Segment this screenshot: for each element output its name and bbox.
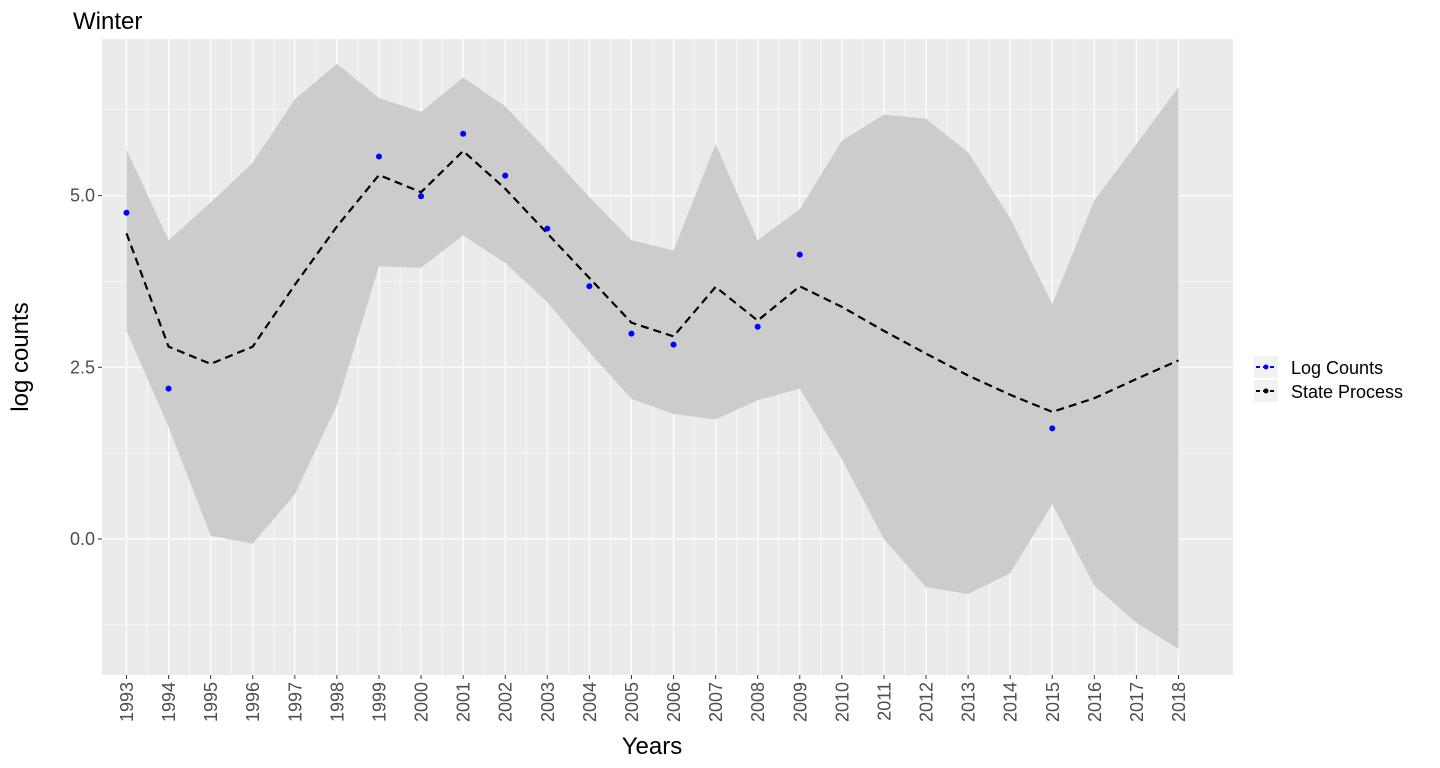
x-tick-label: 1999: [369, 682, 389, 722]
legend: Log Counts State Process: [1254, 356, 1403, 402]
log-count-point: [418, 193, 425, 200]
x-tick-label: 2000: [412, 682, 432, 722]
x-tick-label: 1997: [285, 682, 305, 722]
chart-title: Winter: [73, 8, 142, 35]
log-count-point: [796, 251, 803, 258]
log-count-point: [460, 130, 467, 137]
x-tick-label: 1995: [201, 682, 221, 722]
x-tick-label: 2016: [1085, 682, 1105, 722]
x-tick-label: 2006: [664, 682, 684, 722]
legend-label-log-counts: Log Counts: [1291, 358, 1383, 378]
log-count-point: [1049, 425, 1056, 432]
legend-point-state-process: [1263, 388, 1269, 394]
x-tick-label: 1994: [159, 682, 179, 722]
x-tick-label: 2002: [496, 682, 516, 722]
y-axis-title: log counts: [7, 302, 34, 411]
x-tick-label: 1996: [243, 682, 263, 722]
x-tick-label: 2018: [1169, 682, 1189, 722]
x-tick-label: 2014: [1001, 682, 1021, 722]
y-tick-label: 0.0: [70, 529, 95, 549]
x-tick-label: 2007: [706, 682, 726, 722]
x-tick-label: 2005: [622, 682, 642, 722]
x-tick-label: 2015: [1043, 682, 1063, 722]
log-count-point: [754, 323, 761, 330]
y-tick-label: 5.0: [70, 186, 95, 206]
x-tick-label: 2013: [959, 682, 979, 722]
x-tick-label: 2001: [454, 682, 474, 722]
state-process-line: [125, 149, 1179, 414]
x-tick-label: 1993: [117, 682, 137, 722]
log-count-point: [375, 153, 382, 160]
x-tick-label: 2010: [832, 682, 852, 722]
log-count-points: [123, 130, 1056, 432]
state-process-line-group: [125, 149, 1179, 414]
log-count-point: [670, 341, 677, 348]
x-tick-label: 2009: [790, 682, 810, 722]
x-tick-label: 2017: [1127, 682, 1147, 722]
log-count-point: [586, 283, 593, 290]
legend-point-log-counts: [1263, 364, 1269, 370]
x-tick-label: 2003: [538, 682, 558, 722]
x-tick-label: 1998: [327, 682, 347, 722]
x-tick-label: 2008: [748, 682, 768, 722]
log-count-point: [502, 172, 509, 179]
confidence-band: [126, 63, 1179, 649]
log-count-point: [165, 385, 172, 392]
x-axis-title: Years: [622, 733, 683, 760]
log-count-point: [628, 330, 635, 337]
x-axis-ticks: 1993 1994 1995 1996 1997 1998 1999 2000 2001 2002…: [117, 675, 1189, 722]
y-axis-ticks: 0.0 2.5 5.0: [70, 186, 102, 549]
log-count-point: [544, 225, 551, 232]
log-count-point: [123, 209, 130, 216]
y-tick-label: 2.5: [70, 357, 95, 377]
x-tick-label: 2012: [917, 682, 937, 722]
x-tick-label: 2004: [580, 682, 600, 722]
legend-label-state-process: State Process: [1291, 382, 1403, 402]
x-tick-label: 2011: [874, 682, 894, 721]
